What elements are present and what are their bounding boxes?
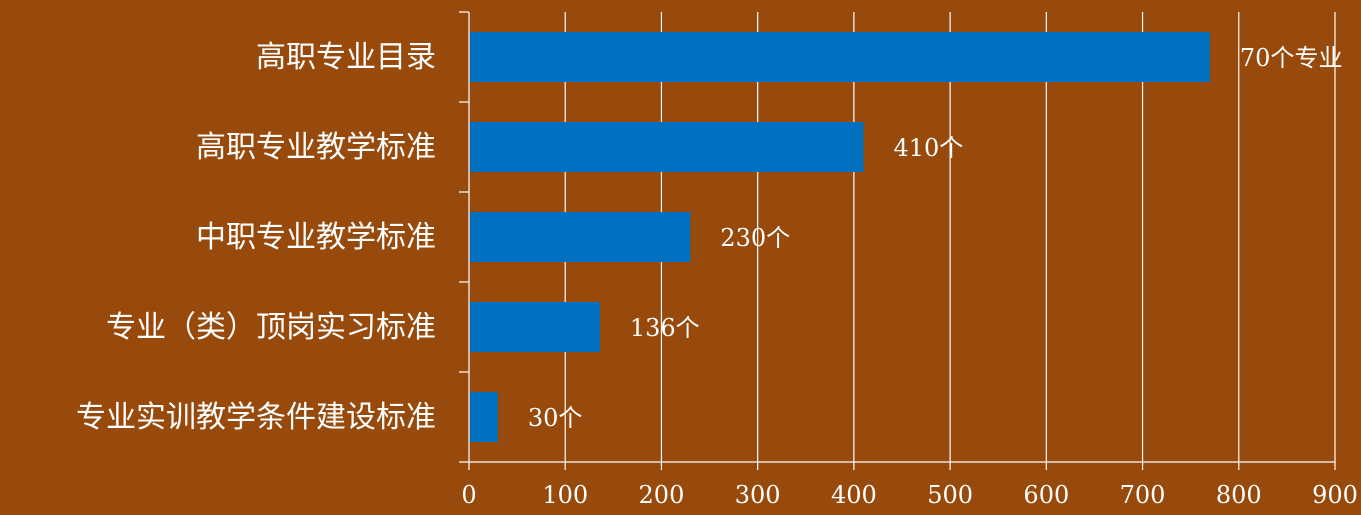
grid-lines — [564, 12, 1336, 462]
category-label-0: 高职专业目录 — [256, 40, 436, 75]
bar-4 — [470, 392, 498, 442]
data-label-1: 410个 — [894, 134, 964, 162]
x-tick-label-100: 100 — [542, 481, 588, 509]
data-label-2: 230个 — [720, 224, 790, 252]
x-tick-label-400: 400 — [831, 481, 877, 509]
data-label-0: 70个专业 — [1240, 44, 1343, 72]
category-label-3: 专业（类）顶岗实习标准 — [106, 310, 436, 345]
x-tick-label-200: 200 — [639, 481, 685, 509]
x-tick-label-0: 0 — [461, 481, 476, 509]
x-tick-label-500: 500 — [927, 481, 973, 509]
bar-1 — [470, 122, 864, 172]
bars — [470, 32, 1210, 442]
x-tick-label-700: 700 — [1120, 481, 1166, 509]
x-tick-label-900: 900 — [1312, 481, 1358, 509]
data-label-3: 136个 — [630, 314, 700, 342]
bar-0 — [470, 32, 1210, 82]
labels: 0 100 200 300 400 500 600 700 800 900 高职专业目录高职专业教学… — [76, 40, 1358, 509]
category-label-4: 专业实训教学条件建设标准 — [76, 400, 436, 435]
bar-3 — [470, 302, 600, 352]
x-tick-label-800: 800 — [1216, 481, 1262, 509]
category-label-2: 中职专业教学标准 — [196, 220, 436, 255]
bar-2 — [470, 212, 691, 262]
x-tick-label-600: 600 — [1023, 481, 1069, 509]
axes — [459, 11, 1336, 470]
data-label-4: 30个 — [528, 404, 583, 432]
x-tick-label-300: 300 — [735, 481, 781, 509]
category-label-1: 高职专业教学标准 — [196, 130, 436, 165]
